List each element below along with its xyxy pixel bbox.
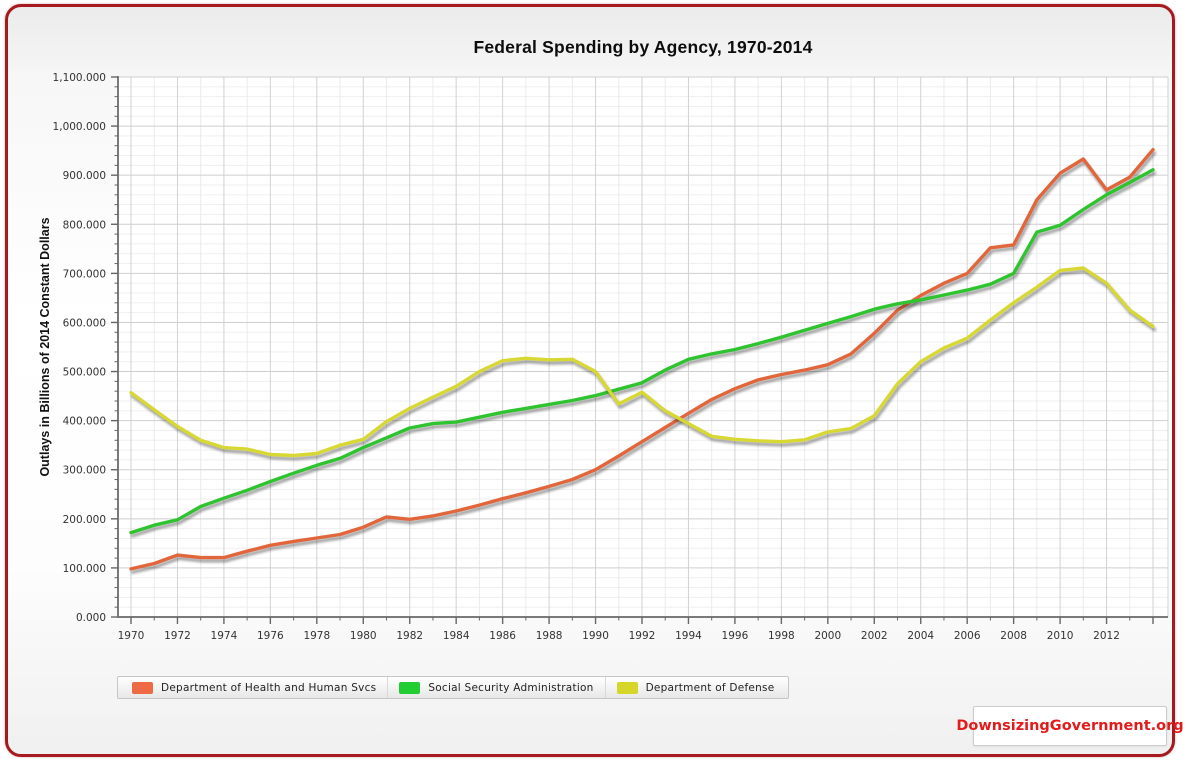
y-tick-label: 400.000	[63, 416, 106, 428]
chart-legend: Department of Health and Human Svcs Socia…	[117, 676, 790, 699]
x-tick-label: 1984	[443, 630, 470, 642]
series-line-2	[129, 266, 1155, 458]
chart-title: Federal Spending by Agency, 1970-2014	[473, 37, 813, 57]
x-tick-label: 1974	[211, 630, 238, 642]
legend-label-2: Department of Defense	[645, 681, 775, 694]
legend-swatch-0	[132, 681, 153, 694]
legend-item-2: Department of Defense	[604, 677, 786, 698]
x-tick-label: 1978	[303, 630, 330, 642]
x-tick-label: 1990	[582, 630, 609, 642]
x-tick-label: 1986	[489, 630, 516, 642]
x-tick-label: 2010	[1047, 630, 1074, 642]
x-tick-label: 1996	[722, 630, 749, 642]
y-tick-label: 800.000	[63, 219, 106, 231]
downsizing-government-logo[interactable]: DownsizingGovernment.org	[956, 706, 1184, 746]
x-tick-label: 1994	[675, 630, 702, 642]
x-tick-label: 1998	[768, 630, 795, 642]
y-tick-label: 1,100.000	[53, 72, 106, 84]
x-tick-label: 1970	[118, 630, 145, 642]
x-tick-label: 1980	[350, 630, 377, 642]
y-tick-label: 200.000	[63, 514, 106, 526]
x-tick-label: 1972	[164, 630, 191, 642]
y-tick-label: 300.000	[63, 465, 106, 477]
y-tick-label: 500.000	[63, 367, 106, 379]
legend-item-0: Department of Health and Human Svcs	[121, 677, 387, 698]
legend-swatch-1	[399, 681, 421, 694]
x-tick-label: 2008	[1000, 630, 1027, 642]
legend-label-0: Department of Health and Human Svcs	[161, 681, 377, 694]
series-line-1	[129, 168, 1155, 535]
x-tick-label: 2004	[907, 630, 934, 642]
x-tick-label: 1976	[257, 630, 284, 642]
y-tick-label: 600.000	[63, 317, 106, 329]
y-tick-label: 100.000	[63, 563, 106, 575]
x-tick-label: 2002	[861, 630, 888, 642]
x-tick-label: 2012	[1093, 630, 1120, 642]
legend-label-1: Social Security Administration	[428, 681, 594, 694]
y-tick-label: 0.000	[76, 612, 106, 624]
y-tick-label: 900.000	[63, 170, 106, 182]
x-tick-label: 2006	[954, 630, 981, 642]
series-line-0	[129, 147, 1155, 571]
series-shadow-0	[130, 151, 1157, 574]
plot-background	[118, 77, 1168, 617]
legend-swatch-2	[616, 681, 638, 694]
x-tick-label: 1988	[536, 630, 563, 642]
legend-item-1: Social Security Administration	[387, 677, 604, 698]
x-tick-label: 1982	[396, 630, 423, 642]
x-tick-label: 2000	[814, 630, 841, 642]
y-tick-label: 1,000.000	[53, 121, 106, 133]
y-tick-label: 700.000	[63, 268, 106, 280]
series-shadow-1	[130, 171, 1157, 538]
logo-text: DownsizingGovernment.org	[956, 718, 1184, 734]
x-tick-label: 1992	[629, 630, 656, 642]
